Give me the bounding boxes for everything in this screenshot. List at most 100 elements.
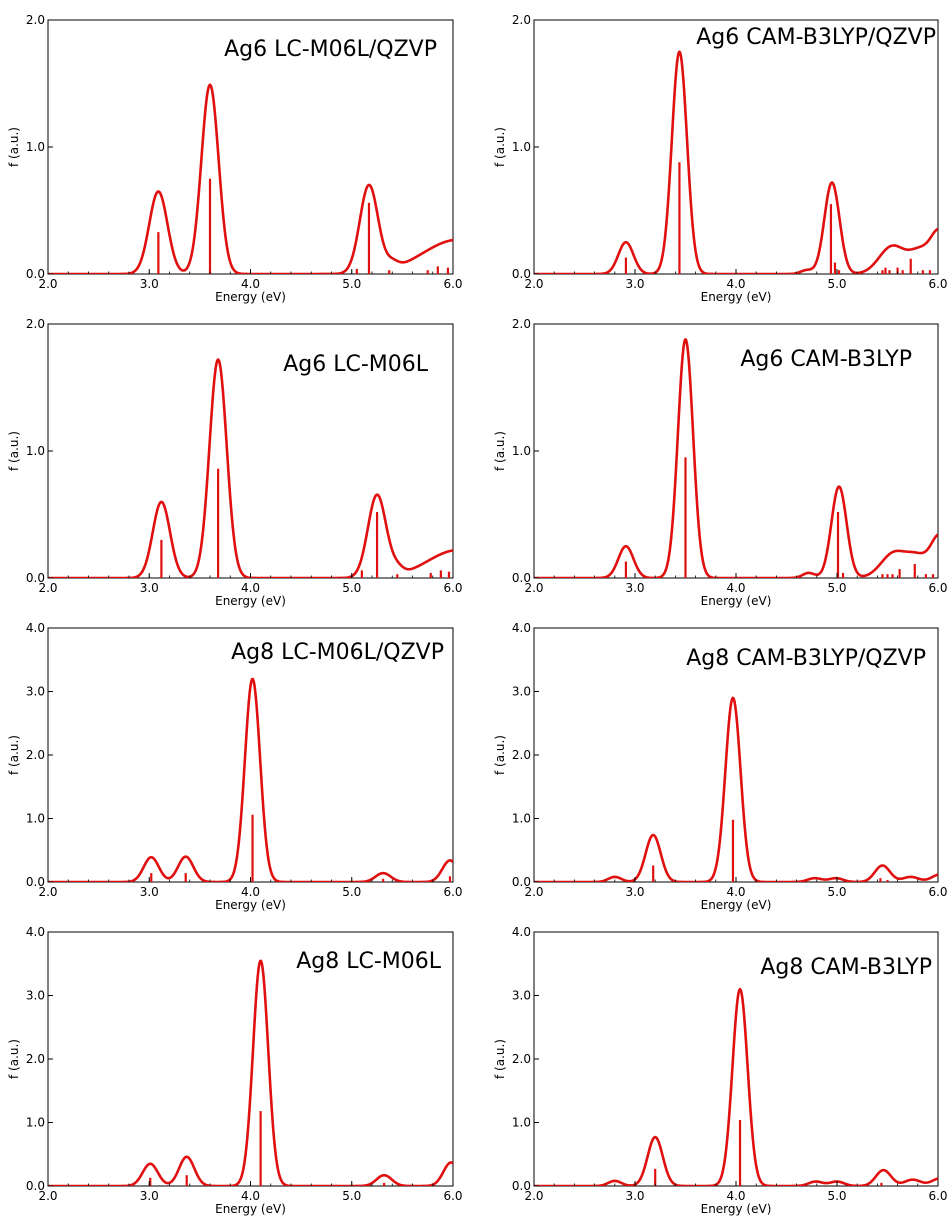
y-axis-label: f (a.u.) [493,1039,507,1079]
x-axis-label: Energy (eV) [215,594,286,608]
spectrum-panel-4: 2.0 3.0 4.0 5.0 6.0 0.0 1.0 2.0 Energy (eV) f (a.… [493,317,948,608]
x-tick-label: 2.0 [38,581,57,595]
spectrum-curve [48,358,453,578]
x-axis-label: Energy (eV) [701,594,772,608]
y-axis-label: f (a.u.) [7,431,21,471]
y-tick-label: 3.0 [26,989,45,1003]
x-tick-label: 5.0 [342,581,361,595]
spectrum-panel-1: 2.0 3.0 4.0 5.0 6.0 0.0 1.0 2.0 Energy (eV) f (a.… [7,13,463,304]
x-tick-label: 5.0 [827,885,846,899]
x-tick-label: 3.0 [140,1189,159,1203]
y-tick-label: 0.0 [26,875,45,889]
x-tick-label: 3.0 [140,277,159,291]
y-tick-label: 1.0 [512,444,531,458]
y-tick-label: 4.0 [26,621,45,635]
y-tick-label: 0.0 [512,875,531,889]
x-axis-label: Energy (eV) [701,290,772,304]
axes-frame [47,627,454,883]
x-tick-label: 5.0 [342,885,361,899]
y-tick-label: 2.0 [512,13,531,27]
x-tick-label: 5.0 [827,581,846,595]
y-tick-label: 0.0 [26,571,45,585]
y-axis-label: f (a.u.) [493,735,507,775]
y-axis-label: f (a.u.) [7,1039,21,1079]
x-tick-label: 2.0 [524,277,543,291]
y-tick-label: 0.0 [512,571,531,585]
x-tick-label: 2.0 [38,885,57,899]
x-axis-label: Energy (eV) [701,898,772,912]
y-tick-label: 4.0 [512,925,531,939]
x-tick-label: 5.0 [342,277,361,291]
x-tick-label: 6.0 [443,1189,462,1203]
x-tick-label: 6.0 [928,277,947,291]
y-tick-label: 2.0 [26,13,45,27]
spectrum-curve [534,696,938,882]
sticks-group [624,457,935,578]
panel-title: Ag6 LC-M06L/QZVP [224,37,437,62]
x-tick-label: 3.0 [140,885,159,899]
panel-title: Ag8 LC-M06L/QZVP [231,640,444,665]
y-axis-label: f (a.u.) [7,735,21,775]
y-axis-label: f (a.u.) [493,127,507,167]
sticks-group [652,819,889,882]
spectrum-panel-2: 2.0 3.0 4.0 5.0 6.0 0.0 1.0 2.0 Energy (eV) f (a.… [493,13,948,304]
spectrum-curve [48,83,453,274]
x-tick-label: 6.0 [443,277,462,291]
sticks-group [160,468,451,578]
y-tick-label: 1.0 [26,140,45,154]
x-tick-label: 5.0 [827,277,846,291]
x-tick-label: 5.0 [827,1189,846,1203]
y-tick-label: 1.0 [512,140,531,154]
x-tick-label: 4.0 [726,885,745,899]
y-tick-label: 4.0 [26,925,45,939]
y-tick-label: 1.0 [512,1116,531,1130]
sticks-group [624,162,932,274]
panel-title: Ag8 CAM-B3LYP/QZVP [686,646,926,671]
x-tick-label: 5.0 [342,1189,361,1203]
y-axis-label: f (a.u.) [493,431,507,471]
x-tick-label: 6.0 [928,581,947,595]
y-tick-label: 0.0 [26,1179,45,1193]
x-tick-label: 6.0 [928,1189,947,1203]
y-tick-label: 2.0 [26,317,45,331]
y-tick-label: 0.0 [512,267,531,281]
spectrum-curve [534,987,938,1186]
y-tick-label: 1.0 [512,812,531,826]
y-tick-label: 2.0 [26,1052,45,1066]
x-tick-label: 3.0 [625,277,644,291]
x-tick-label: 2.0 [524,885,543,899]
x-tick-label: 3.0 [625,581,644,595]
panel-title: Ag6 CAM-B3LYP/QZVP [696,25,936,50]
y-tick-label: 0.0 [512,1179,531,1193]
x-tick-label: 2.0 [524,1189,543,1203]
y-axis-label: f (a.u.) [7,127,21,167]
x-tick-label: 4.0 [241,1189,260,1203]
y-tick-label: 1.0 [26,812,45,826]
x-tick-label: 4.0 [241,277,260,291]
x-tick-label: 4.0 [726,277,745,291]
y-tick-label: 0.0 [26,267,45,281]
x-tick-label: 4.0 [726,581,745,595]
x-tick-label: 3.0 [625,1189,644,1203]
x-tick-label: 6.0 [443,885,462,899]
y-tick-label: 2.0 [512,317,531,331]
x-tick-label: 4.0 [241,885,260,899]
x-tick-label: 2.0 [524,581,543,595]
sticks-group [150,814,452,882]
panel-title: Ag6 LC-M06L [283,352,429,377]
x-tick-label: 3.0 [625,885,644,899]
y-tick-label: 3.0 [512,685,531,699]
x-axis-label: Energy (eV) [215,290,286,304]
y-tick-label: 3.0 [512,989,531,1003]
spectrum-curve [48,959,453,1186]
axes-frame [533,19,939,275]
sticks-group [157,178,450,274]
spectrum-curve [534,50,938,274]
panel-title: Ag6 CAM-B3LYP [740,347,912,372]
x-axis-label: Energy (eV) [701,1202,772,1216]
x-axis-label: Energy (eV) [215,898,286,912]
